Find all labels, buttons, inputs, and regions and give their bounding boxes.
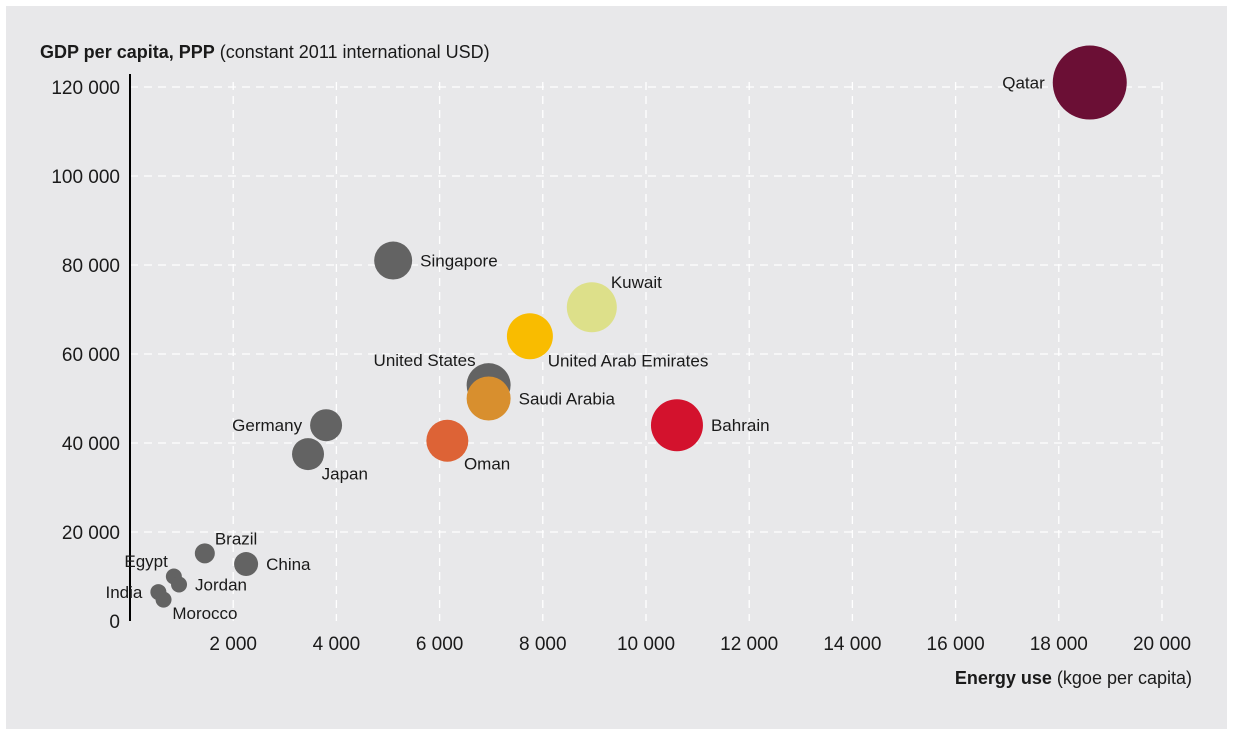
x-tick-label: 14 000 (823, 634, 881, 655)
grid-lines (130, 82, 1163, 621)
y-axis-title-bold: GDP per capita, PPP (40, 42, 215, 62)
x-tick-label: 20 000 (1133, 634, 1191, 655)
x-tick-label: 8 000 (519, 634, 567, 655)
bubbles (150, 45, 1127, 608)
x-tick-label: 12 000 (720, 634, 778, 655)
bubble-germany (310, 409, 343, 442)
bubble-label-brazil: Brazil (215, 529, 258, 548)
bubble-bahrain (650, 399, 703, 452)
x-axis-title-bold: Energy use (955, 668, 1052, 688)
bubble-label-bahrain: Bahrain (711, 416, 770, 435)
x-axis-title: Energy use (kgoe per capita) (955, 668, 1192, 688)
x-tick-label: 2 000 (209, 634, 257, 655)
bubble-label-saudi-arabia: Saudi Arabia (519, 390, 616, 409)
bubble-label-oman: Oman (464, 454, 510, 473)
bubble-morocco (155, 591, 172, 608)
bubble-qatar (1052, 45, 1127, 120)
bubble-oman (426, 419, 469, 462)
bubble-brazil (194, 543, 215, 564)
y-axis-title: GDP per capita, PPP (constant 2011 inter… (40, 42, 490, 62)
y-tick-label: 100 000 (51, 167, 120, 188)
y-tick-label: 0 (109, 612, 120, 633)
y-axis-title-rest: (constant 2011 international USD) (215, 42, 490, 62)
x-tick-label: 10 000 (617, 634, 675, 655)
y-tick-label: 20 000 (62, 523, 120, 544)
bubble-united-arab-emirates (506, 313, 553, 360)
bubble-kuwait (566, 282, 617, 333)
x-tick-label: 4 000 (313, 634, 361, 655)
bubble-label-qatar: Qatar (1002, 74, 1045, 93)
x-tick-label: 16 000 (927, 634, 985, 655)
x-tick-label: 18 000 (1030, 634, 1088, 655)
y-tick-label: 60 000 (62, 345, 120, 366)
bubble-label-morocco: Morocco (172, 604, 237, 623)
x-tick-labels: 2 000 4 000 6 000 8 000 10 000 12 000 14 000 16… (209, 634, 1191, 655)
bubble-label-india: India (106, 583, 143, 602)
bubble-label-singapore: Singapore (420, 252, 498, 271)
bubble-label-china: China (266, 555, 311, 574)
y-tick-label: 80 000 (62, 256, 120, 277)
y-tick-label: 120 000 (51, 78, 120, 99)
bubble-singapore (374, 241, 413, 280)
bubble-labels: Qatar Singapore Kuwait United Arab Emirates… (106, 74, 1046, 624)
bubble-label-jordan: Jordan (195, 576, 247, 595)
bubble-label-united-states: United States (374, 351, 476, 370)
bubble-label-japan: Japan (322, 464, 368, 483)
bubble-label-united-arab-emirates: United Arab Emirates (548, 351, 709, 370)
y-tick-labels: 0 20 000 40 000 60 000 80 000 100 000 120 000 (51, 78, 120, 633)
bubble-saudi-arabia (466, 376, 511, 421)
chart-panel (6, 6, 1227, 729)
bubble-label-kuwait: Kuwait (611, 273, 662, 292)
bubble-label-egypt: Egypt (124, 552, 168, 571)
bubble-jordan (171, 576, 188, 593)
bubble-china (234, 552, 259, 577)
x-axis-title-rest: (kgoe per capita) (1052, 668, 1192, 688)
x-tick-label: 6 000 (416, 634, 464, 655)
bubble-label-germany: Germany (232, 416, 302, 435)
bubble-japan (292, 438, 325, 471)
y-tick-label: 40 000 (62, 434, 120, 455)
